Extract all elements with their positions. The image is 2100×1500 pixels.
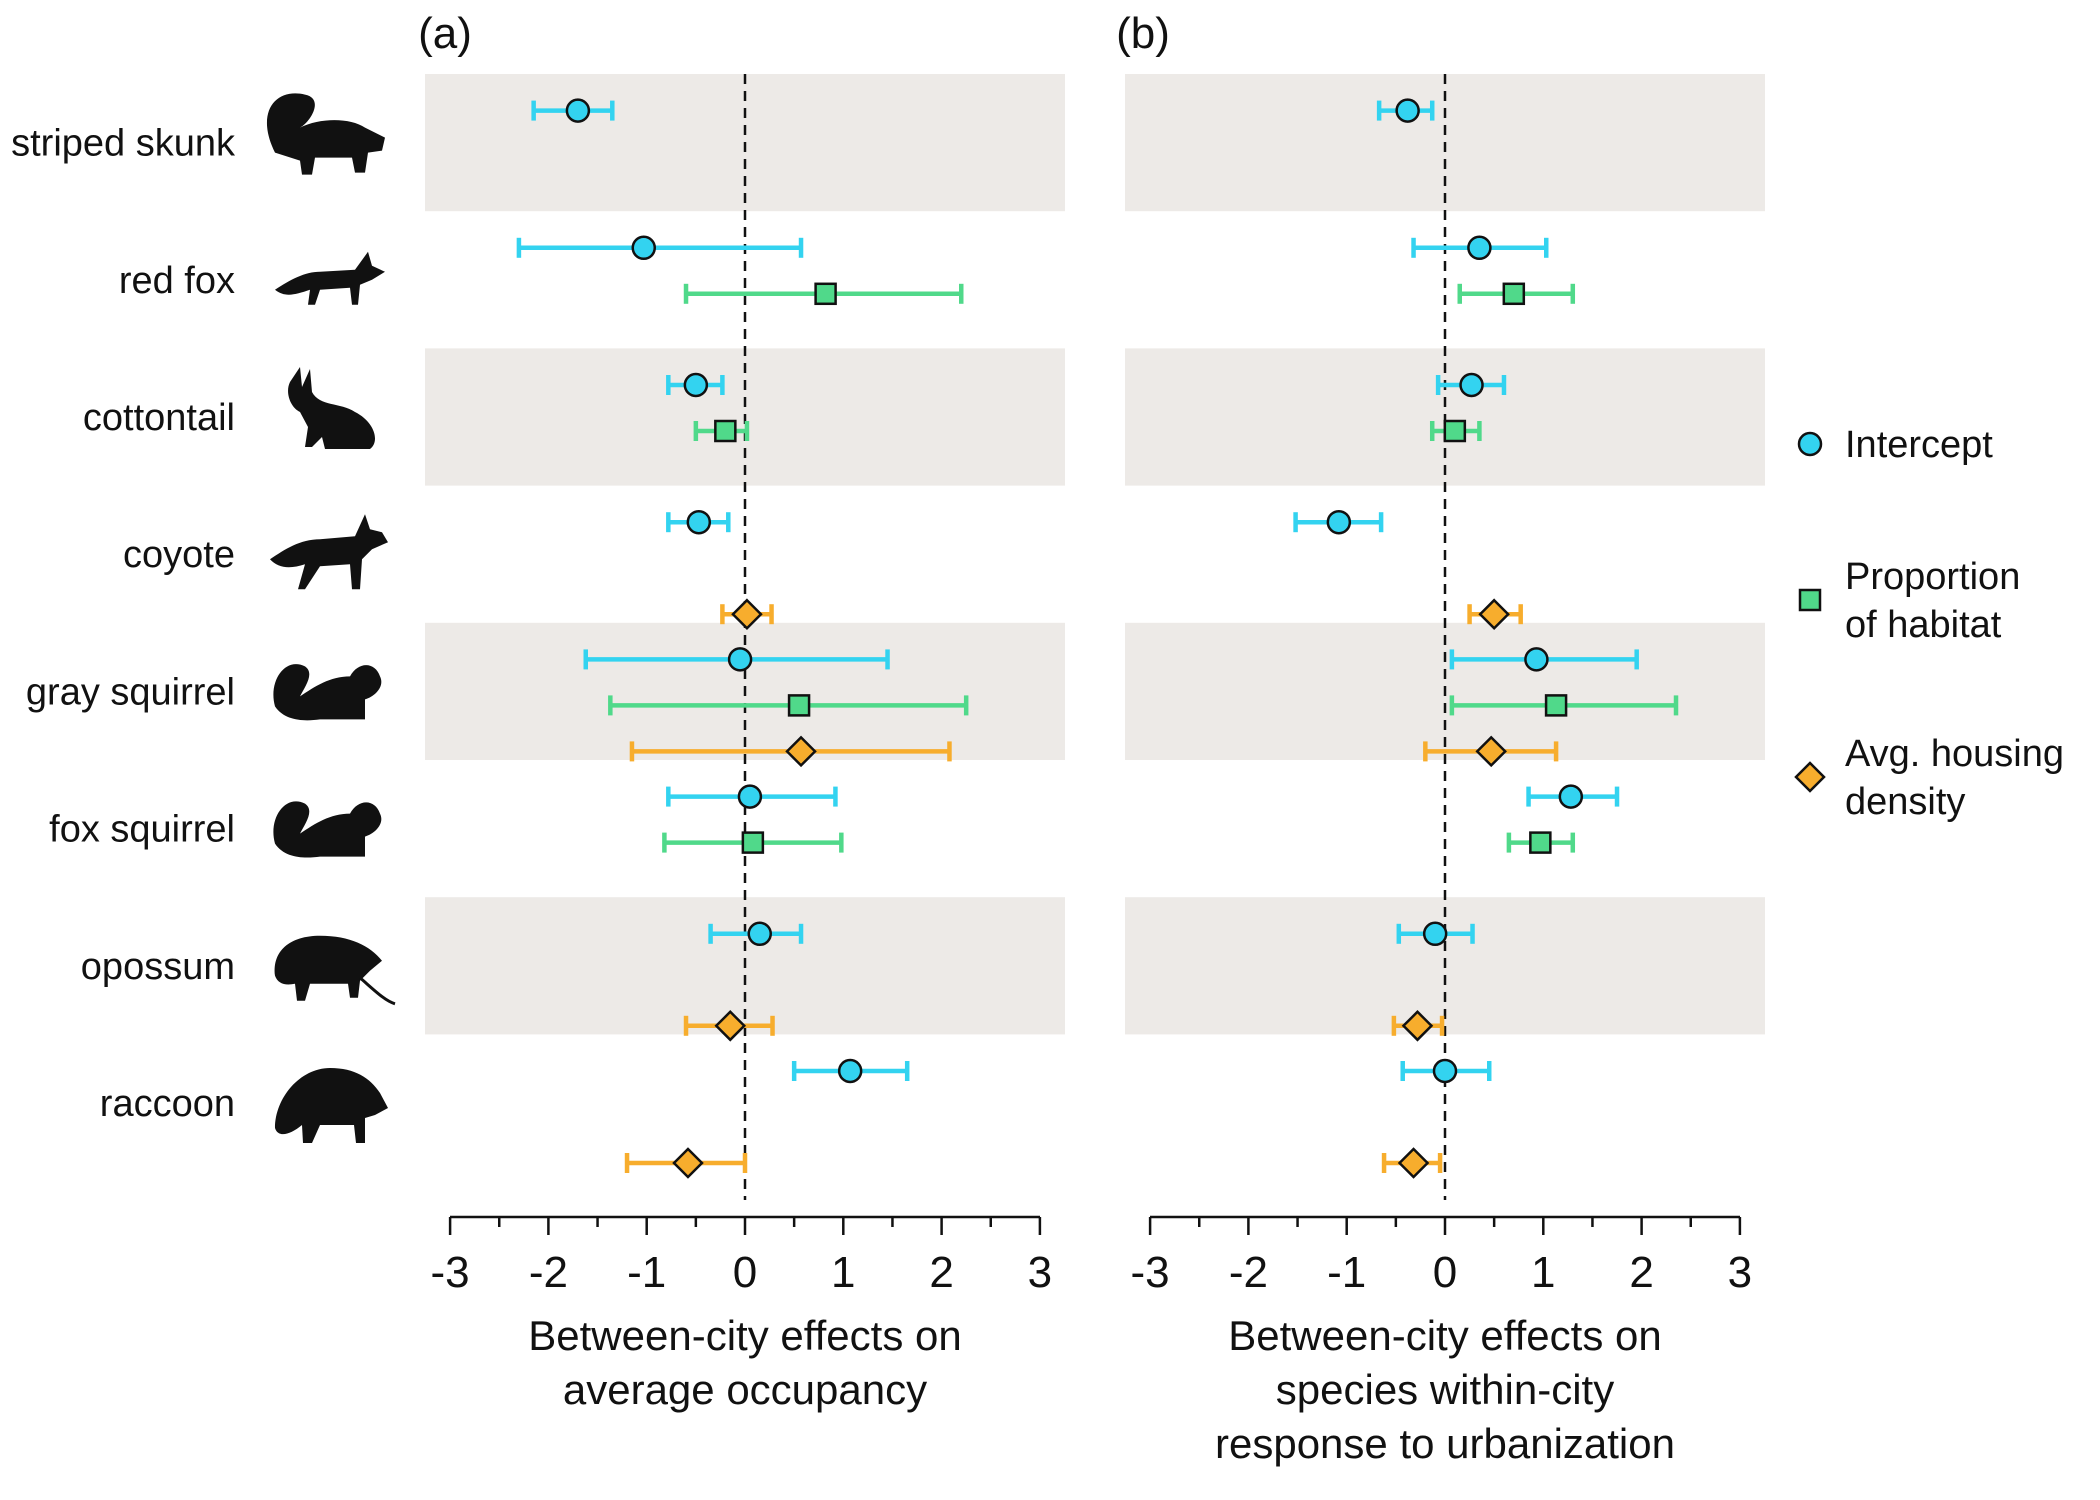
legend-marker-intercept [1797, 431, 1823, 457]
point-fox-squirrel-proportion-of-habitat [1529, 831, 1552, 854]
species-label-gray-squirrel: gray squirrel [26, 671, 235, 713]
legend-marker-avg-housing-density [1794, 761, 1826, 793]
legend-label-avg-housing-density: density [1845, 781, 1965, 823]
fox-silhouette-icon [275, 251, 385, 305]
x-axis-label-line: Between-city effects on [1228, 1312, 1661, 1359]
point-coyote-intercept [1326, 509, 1352, 535]
opossum-shape [274, 935, 382, 1001]
x-tick-label: 3 [1728, 1248, 1752, 1297]
legend-label-proportion-of-habitat: of habitat [1845, 604, 2002, 646]
panel-b: (b) -3 -2 -1 0 1 2 3 Between-city effects on spec… [1116, 9, 1752, 1467]
point-cottontail-proportion-of-habitat [714, 419, 737, 443]
species-icons [266, 93, 396, 1143]
species-label-raccoon: raccoon [100, 1083, 235, 1125]
point-coyote-avg-housing-density [731, 598, 763, 630]
x-tick-label: -1 [627, 1248, 666, 1297]
point-striped-skunk-intercept [1395, 98, 1420, 123]
point-gray-squirrel-avg-housing-density [1475, 735, 1507, 768]
point-coyote-intercept [686, 509, 712, 535]
x-tick-label: 1 [831, 1248, 855, 1297]
x-tick-label: -3 [431, 1248, 470, 1297]
point-cottontail-intercept [683, 372, 709, 398]
point-gray-squirrel-proportion-of-habitat [787, 694, 811, 717]
x-axis-label-line: Between-city effects on [528, 1312, 961, 1359]
point-cottontail-proportion-of-habitat [1443, 419, 1467, 443]
coyote-shape [270, 514, 388, 590]
raccoon-silhouette-icon [275, 1068, 388, 1143]
point-fox-squirrel-proportion-of-habitat [741, 831, 765, 854]
panel-letter: (a) [418, 9, 472, 58]
point-raccoon-intercept [837, 1058, 863, 1084]
species-label-striped-skunk: striped skunk [11, 123, 236, 165]
panel-a: (a) -3 -2 -1 0 1 2 3 Between-city effects on aver… [418, 9, 1052, 1413]
x-tick-label: 2 [1629, 1248, 1653, 1297]
raccoon-shape [275, 1068, 388, 1143]
legend-label-intercept: Intercept [1845, 424, 1993, 466]
point-raccoon-intercept [1432, 1058, 1458, 1084]
x-tick-label: -2 [1229, 1248, 1268, 1297]
point-raccoon-avg-housing-density [672, 1147, 704, 1179]
point-opossum-intercept [1422, 921, 1448, 947]
squirrel-silhouette-icon [273, 801, 382, 858]
x-tick-label: 1 [1531, 1248, 1555, 1297]
x-axis-label-line: average occupancy [563, 1366, 927, 1413]
species-label-red-fox: red fox [119, 260, 235, 302]
species-label-opossum: opossum [81, 946, 235, 988]
legend: Intercept Proportion of habitat Avg. housin… [1794, 424, 2064, 823]
species-label-coyote: coyote [123, 534, 235, 576]
species-labels: striped skunk red fox cottontail coyote gray… [11, 123, 236, 1125]
coyote-silhouette-icon [270, 514, 388, 590]
x-tick-label: 0 [733, 1248, 757, 1297]
point-raccoon-avg-housing-density [1397, 1147, 1430, 1179]
point-opossum-avg-housing-density [714, 1010, 747, 1042]
panel-letter: (b) [1116, 9, 1170, 58]
point-red-fox-intercept [631, 235, 657, 261]
point-fox-squirrel-intercept [737, 784, 763, 809]
x-tick-label: 0 [1433, 1248, 1457, 1297]
x-tick-label: -3 [1131, 1248, 1170, 1297]
skunk-shape [266, 93, 385, 175]
x-tick-label: 2 [929, 1248, 953, 1297]
x-tick-label: -1 [1327, 1248, 1366, 1297]
point-opossum-intercept [747, 921, 772, 947]
squirrel-silhouette-icon [273, 664, 382, 721]
fox-shape [275, 251, 385, 305]
x-axis-label-line: species within-city [1276, 1366, 1614, 1413]
point-gray-squirrel-avg-housing-density [785, 735, 817, 768]
point-fox-squirrel-intercept [1558, 784, 1584, 809]
point-red-fox-intercept [1467, 235, 1492, 261]
x-tick-label: 3 [1028, 1248, 1052, 1297]
species-label-fox-squirrel: fox squirrel [49, 809, 235, 851]
legend-label-proportion-of-habitat: Proportion [1845, 556, 2020, 598]
squirrel-shape [273, 801, 382, 858]
point-coyote-avg-housing-density [1478, 598, 1510, 630]
point-opossum-avg-housing-density [1401, 1010, 1434, 1042]
point-red-fox-proportion-of-habitat [1502, 282, 1526, 306]
point-red-fox-proportion-of-habitat [814, 282, 837, 306]
x-axis-label-line: response to urbanization [1215, 1420, 1675, 1467]
opossum-tail [359, 976, 396, 1006]
legend-label-avg-housing-density: Avg. housing [1845, 733, 2064, 775]
legend-marker-proportion-of-habitat [1798, 588, 1822, 612]
x-tick-label: -2 [529, 1248, 568, 1297]
row-bands [425, 74, 1765, 1035]
skunk-silhouette-icon [266, 93, 385, 175]
opossum-silhouette-icon [274, 935, 396, 1006]
rabbit-silhouette-icon [288, 367, 375, 449]
point-gray-squirrel-intercept [727, 647, 753, 672]
point-gray-squirrel-proportion-of-habitat [1544, 694, 1568, 717]
rabbit-shape [288, 367, 375, 449]
point-cottontail-intercept [1459, 372, 1484, 398]
squirrel-shape [273, 664, 382, 721]
point-gray-squirrel-intercept [1524, 647, 1549, 672]
point-striped-skunk-intercept [565, 98, 591, 123]
species-label-cottontail: cottontail [83, 397, 235, 439]
